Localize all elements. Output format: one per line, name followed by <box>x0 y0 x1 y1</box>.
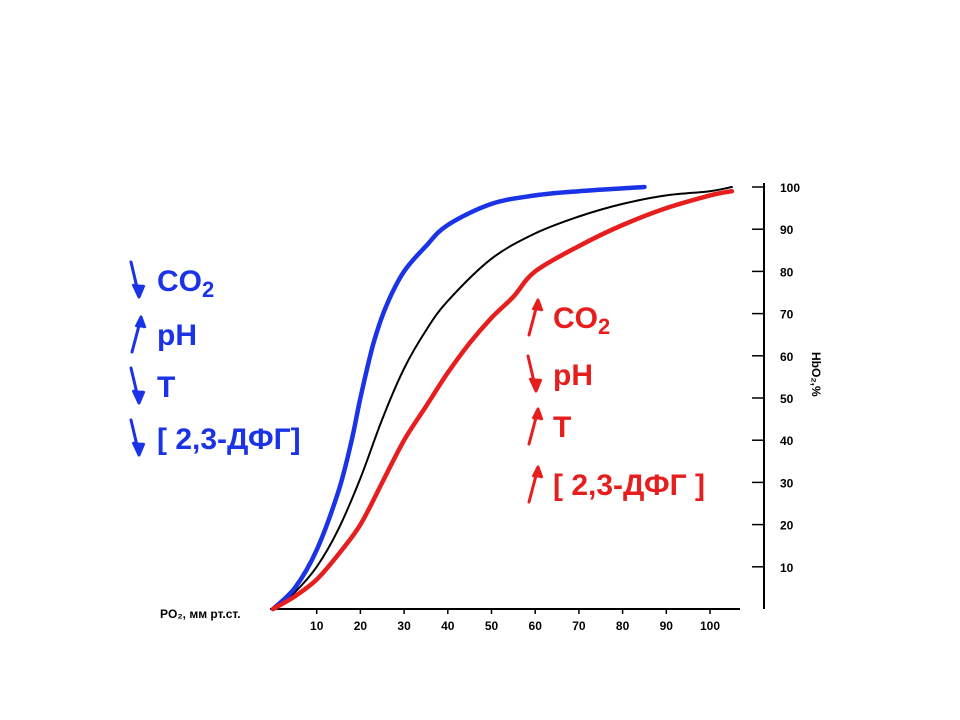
legend-left-label-text: CO <box>157 265 202 298</box>
arrow-up-icon <box>127 314 149 359</box>
legend-right-label-text: [ 2,3-ДФГ ] <box>553 469 705 502</box>
series-line-right-shift <box>270 188 735 612</box>
arrow-down-icon <box>524 354 546 399</box>
x-tick-label: 10 <box>310 619 324 633</box>
x-tick-label: 30 <box>397 619 411 633</box>
y-tick-label: 60 <box>780 350 794 364</box>
arrow-up-icon <box>524 406 546 451</box>
legend-right-label: [ 2,3-ДФГ ] <box>553 470 705 502</box>
y-tick-label: 80 <box>780 265 794 279</box>
legend-right-label-text: CO <box>553 302 598 335</box>
x-tick-label: 20 <box>354 619 368 633</box>
y-tick-label: 50 <box>780 392 794 406</box>
axes: 10 20 30 40 50 60 70 80 90 100 10 20 30 40 50 60 70 80 90 1… <box>270 181 800 633</box>
legend-left-label: pH <box>157 320 197 352</box>
legend-right-label-subscript: 2 <box>598 314 611 339</box>
y-tick-label: 20 <box>780 519 794 533</box>
legend-left-label: [ 2,3-ДФГ] <box>157 424 301 456</box>
series-group <box>270 184 735 612</box>
legend-right-label: pH <box>553 360 593 392</box>
arrow-down-icon <box>127 260 149 305</box>
arrow-up-icon <box>524 297 546 342</box>
legend-right-label-text: T <box>553 411 572 444</box>
arrow-down-icon <box>127 366 149 411</box>
x-tick-label: 100 <box>700 619 720 633</box>
x-tick-label: 80 <box>616 619 630 633</box>
y-axis-label: HbO₂,% <box>809 352 823 397</box>
legend-left-label-subscript: 2 <box>202 277 215 302</box>
x-tick-label: 50 <box>485 619 499 633</box>
legend-right-label: T <box>553 412 571 444</box>
legend-left-label-text: pH <box>157 319 197 352</box>
series-line-normal <box>272 186 733 610</box>
series-line-left-shift <box>270 184 647 612</box>
y-tick-label: 70 <box>780 308 794 322</box>
legend-right-label: CO2 <box>553 303 610 343</box>
y-tick-label: 40 <box>780 434 794 448</box>
legend-left-label-text: [ 2,3-ДФГ] <box>157 423 301 456</box>
arrow-up-icon <box>524 464 546 509</box>
x-axis-label: PO₂, мм рт.ст. <box>160 607 241 621</box>
x-tick-label: 70 <box>572 619 586 633</box>
y-tick-label: 100 <box>780 181 800 195</box>
x-tick-label: 90 <box>660 619 674 633</box>
arrow-down-icon <box>127 418 149 463</box>
legend-left-label: T <box>157 372 175 404</box>
legend-left-label-text: T <box>157 371 176 404</box>
y-tick-label: 30 <box>780 476 794 490</box>
y-tick-label: 90 <box>780 223 794 237</box>
x-tick-label: 60 <box>529 619 543 633</box>
legend-left-label: CO2 <box>157 266 214 306</box>
legend-right-label-text: pH <box>553 359 593 392</box>
y-tick-label: 10 <box>780 561 794 575</box>
x-tick-label: 40 <box>441 619 455 633</box>
